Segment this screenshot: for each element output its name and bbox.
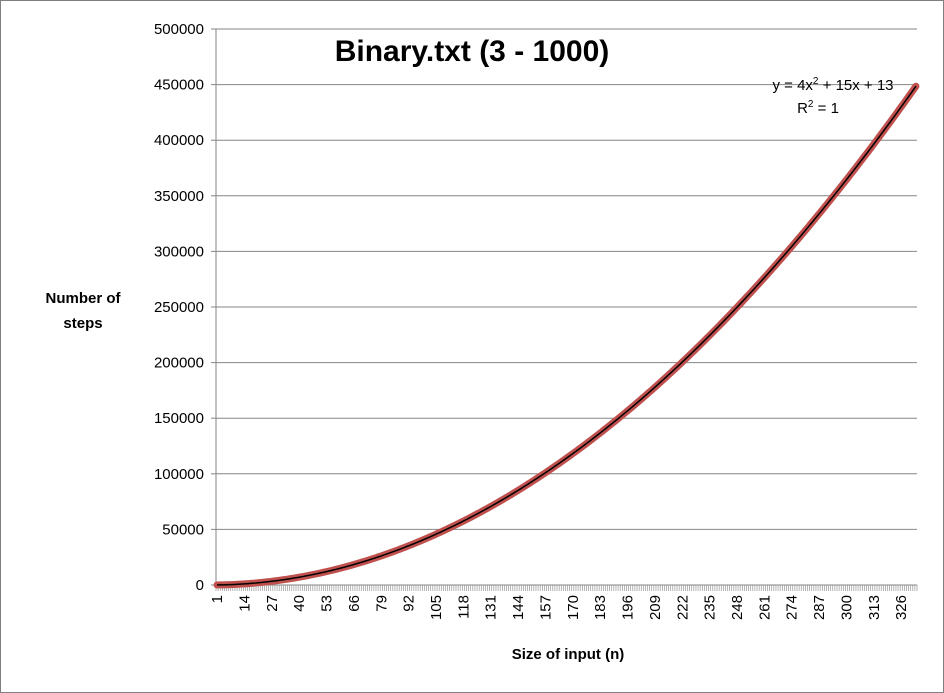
x-tick-label: 66: [346, 595, 363, 612]
y-tick-label: 50000: [162, 521, 204, 538]
y-tick-label: 0: [196, 577, 204, 594]
data-series-line: [213, 82, 920, 589]
x-axis-title: Size of input (n): [512, 646, 624, 663]
y-axis-title-line1: Number of: [46, 290, 122, 307]
x-tick-label: 14: [236, 595, 253, 612]
x-tick-label: 131: [483, 595, 500, 620]
x-tick-label: 209: [647, 595, 664, 620]
x-tick-label: 1: [209, 595, 226, 603]
x-tick-label: 313: [866, 595, 883, 620]
y-tick-label: 450000: [154, 77, 204, 94]
x-tick-label: 79: [373, 595, 390, 612]
x-tick-label: 118: [455, 595, 472, 619]
x-tick-label: 183: [592, 595, 609, 620]
x-tick-label: 326: [893, 595, 910, 620]
y-tick-label: 350000: [154, 188, 204, 205]
plot-area: [213, 82, 920, 589]
trendline: [217, 85, 917, 586]
x-tick-label: 300: [839, 595, 856, 620]
x-tick-label: 287: [811, 595, 828, 620]
trendline-r-squared: R2 = 1: [797, 99, 839, 117]
x-axis-tick-labels: 1 14 27 40 53 66 79 92 105 118 131 144 157 170 183 196 2…: [209, 595, 910, 620]
y-tick-label: 500000: [154, 21, 204, 38]
x-tick-label: 196: [620, 595, 637, 620]
y-tick-label: 400000: [154, 132, 204, 149]
y-tick-label: 150000: [154, 410, 204, 427]
x-tick-label: 235: [702, 595, 719, 620]
x-tick-label: 170: [565, 595, 582, 620]
x-tick-label: 27: [264, 595, 281, 612]
x-tick-label: 92: [401, 595, 418, 612]
y-tick-label: 300000: [154, 243, 204, 260]
x-tick-label: 222: [674, 595, 691, 620]
trendline-equation: y = 4x2 + 15x + 13: [772, 76, 893, 94]
y-axis-title-line2: steps: [63, 315, 102, 332]
x-tick-label: 105: [428, 595, 445, 620]
x-tick-label: 274: [784, 595, 801, 620]
x-tick-marks: [215, 585, 918, 591]
x-tick-label: 144: [510, 595, 527, 620]
x-tick-label: 157: [537, 595, 554, 620]
y-tick-label: 250000: [154, 299, 204, 316]
x-tick-label: 53: [319, 595, 336, 612]
y-axis-tick-labels: 0 50000 100000 150000 200000 250000 300000 3500…: [154, 21, 204, 594]
y-tick-label: 200000: [154, 355, 204, 372]
x-tick-label: 261: [756, 595, 773, 620]
x-tick-label: 248: [729, 595, 746, 620]
axes: [215, 29, 918, 591]
chart-title: Binary.txt (3 - 1000): [335, 35, 610, 68]
y-tick-label: 100000: [154, 466, 204, 483]
x-tick-label: 40: [291, 595, 308, 612]
gridlines: [211, 28, 917, 586]
